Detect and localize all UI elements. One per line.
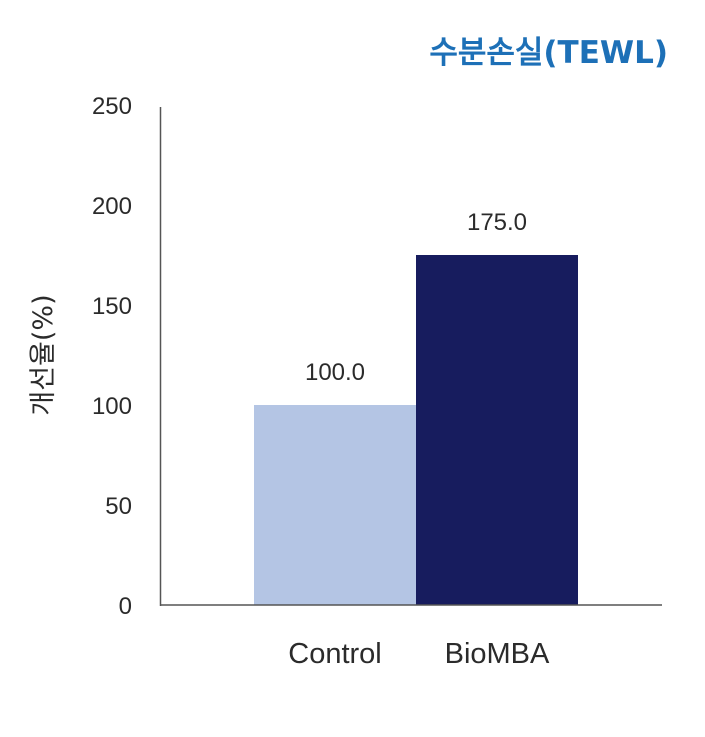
bar-biomba <box>416 255 578 605</box>
y-tick-label: 250 <box>92 93 132 120</box>
x-tick-label: BioMBA <box>445 638 550 670</box>
y-tick-label: 100 <box>92 393 132 420</box>
y-tick-label: 0 <box>119 593 132 620</box>
y-tick-label: 150 <box>92 293 132 320</box>
bar-control <box>254 405 416 605</box>
y-axis-ticks: 0 50 100 150 200 250 <box>92 93 132 620</box>
chart-title: 수분손실(TEWL) <box>429 35 668 71</box>
y-tick-label: 50 <box>105 493 132 520</box>
y-tick-label: 200 <box>92 193 132 220</box>
x-axis-labels: Control BioMBA <box>288 638 550 670</box>
value-label: 175.0 <box>467 209 527 236</box>
value-label: 100.0 <box>305 359 365 386</box>
bars <box>254 255 578 605</box>
value-labels: 100.0 175.0 <box>305 209 527 386</box>
x-tick-label: Control <box>288 638 382 670</box>
y-axis-label: 개선율(%) <box>28 294 59 415</box>
